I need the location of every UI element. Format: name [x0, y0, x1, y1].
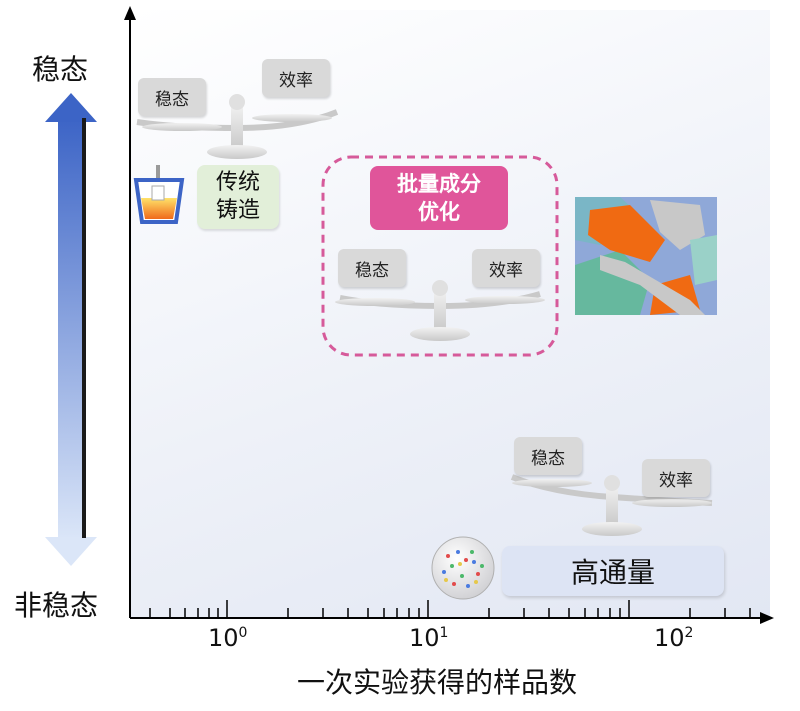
- traditional-casting-line2: 铸造: [215, 198, 260, 223]
- stability-tag: 稳态: [138, 78, 206, 116]
- y-axis: [124, 6, 136, 618]
- x-axis-title: 一次实验获得的样品数: [297, 666, 578, 699]
- x-tick-label: 100: [208, 624, 248, 652]
- efficiency-tag: 效率: [472, 249, 540, 287]
- traditional-casting-label: 传统 铸造: [197, 165, 279, 229]
- balance-scale-icon: [510, 474, 713, 536]
- x-tick-label: 101: [409, 624, 449, 652]
- x-tick-label: 102: [654, 624, 694, 652]
- balance-scale-icon: [335, 280, 545, 341]
- batch-optimization-line1: 批量成分: [397, 172, 481, 196]
- wafer-icon: [431, 536, 495, 600]
- batch-optimization-line2: 优化: [418, 200, 460, 224]
- microstructure-image: [575, 197, 717, 315]
- stability-arrow: [45, 93, 97, 566]
- batch-optimization-region: [321, 155, 559, 357]
- balance-scale-icon: [136, 94, 339, 159]
- stability-tag: 稳态: [338, 249, 406, 287]
- efficiency-tag: 效率: [262, 59, 330, 97]
- crucible-icon: [133, 165, 185, 224]
- x-axis-ticks: [149, 600, 751, 618]
- traditional-casting-line1: 传统: [215, 170, 260, 195]
- batch-optimization-label: 批量成分 优化: [370, 166, 508, 230]
- efficiency-tag: 效率: [642, 459, 710, 497]
- x-axis: [130, 612, 774, 624]
- high-throughput-label: 高通量: [502, 546, 724, 596]
- stability-tag: 稳态: [514, 437, 582, 475]
- unstable-label: 非稳态: [14, 589, 99, 622]
- stable-label: 稳态: [32, 53, 89, 86]
